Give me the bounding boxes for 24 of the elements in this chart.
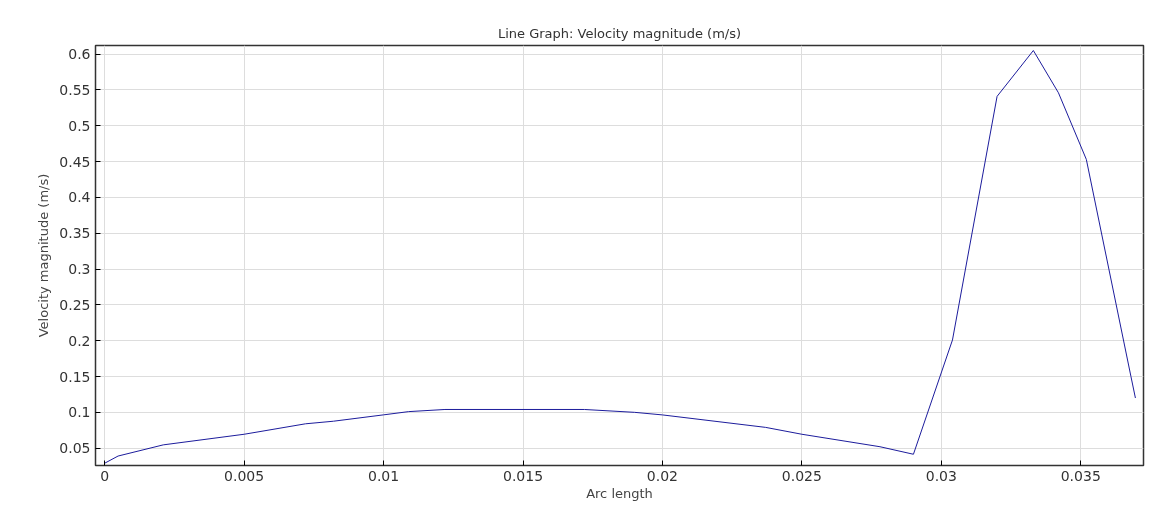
y-tick-label: 0.5 bbox=[68, 117, 91, 134]
y-axis-title: Velocity magnitude (m/s) bbox=[36, 173, 52, 338]
y-tick-label: 0.1 bbox=[68, 404, 91, 421]
x-axis-title: Arc length bbox=[586, 485, 653, 501]
x-tick-label: 0.02 bbox=[646, 467, 679, 484]
y-tick-label: 0.25 bbox=[59, 296, 91, 313]
x-tick-label: 0.005 bbox=[224, 467, 265, 484]
x-tick-label: 0.03 bbox=[925, 467, 957, 484]
x-tick-label: 0.01 bbox=[367, 467, 400, 484]
x-tick-label: 0.015 bbox=[502, 467, 544, 484]
y-tick-label: 0.15 bbox=[59, 368, 91, 385]
line-series bbox=[104, 50, 1136, 464]
y-tick-label: 0.4 bbox=[68, 189, 91, 206]
y-tick-label: 0.05 bbox=[59, 440, 91, 457]
y-tick-label: 0.35 bbox=[59, 225, 91, 242]
y-tick-label: 0.6 bbox=[68, 46, 91, 63]
y-tick-label: 0.3 bbox=[68, 261, 91, 278]
x-tick-label: 0 bbox=[100, 467, 110, 484]
y-tick-label: 0.45 bbox=[59, 153, 91, 170]
x-tick-label: 0.035 bbox=[1060, 467, 1101, 484]
x-tick-label: 0.025 bbox=[781, 467, 822, 484]
y-tick-label: 0.55 bbox=[59, 81, 91, 98]
chart-title: Line Graph: Velocity magnitude (m/s) bbox=[497, 25, 742, 41]
y-tick-label: 0.2 bbox=[68, 332, 91, 349]
